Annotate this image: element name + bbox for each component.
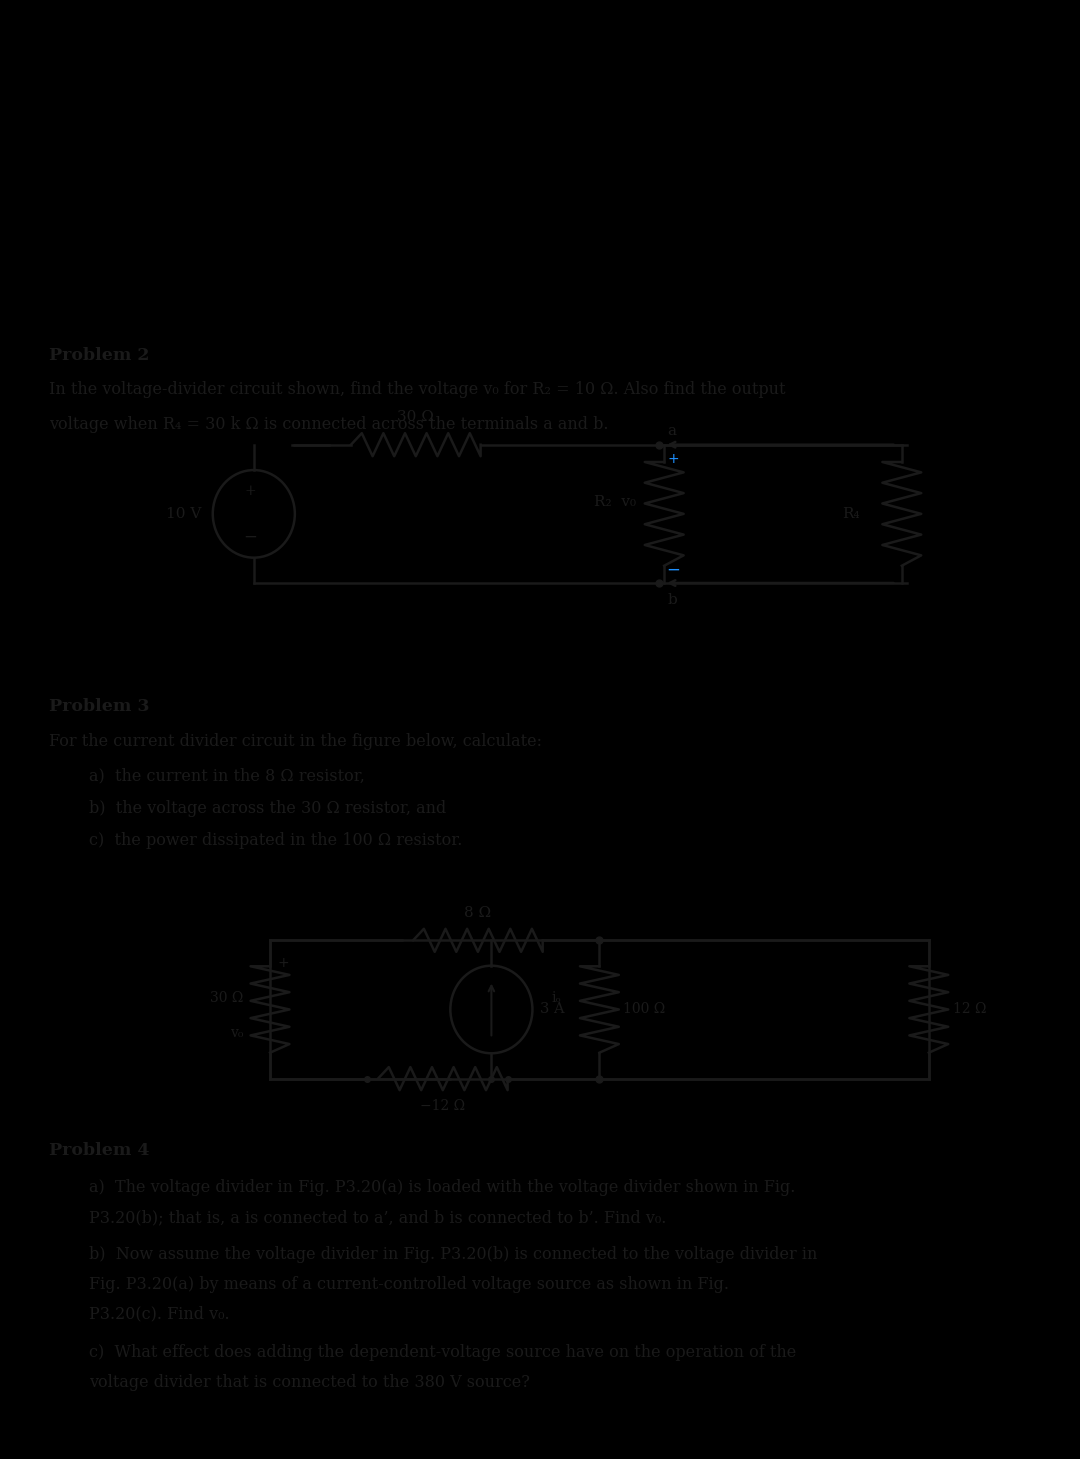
Text: For the current divider circuit in the figure below, calculate:: For the current divider circuit in the f… xyxy=(49,732,541,750)
Text: 10 V: 10 V xyxy=(166,506,201,521)
Text: iₒ: iₒ xyxy=(551,991,562,1005)
Text: −12 Ω: −12 Ω xyxy=(420,1100,465,1113)
Text: voltage when R₄ = 30 k Ω is connected across the terminals a and b.: voltage when R₄ = 30 k Ω is connected ac… xyxy=(49,416,608,433)
Text: Fig. P3.20(a) by means of a current-controlled voltage source as shown in Fig.: Fig. P3.20(a) by means of a current-cont… xyxy=(89,1275,729,1293)
Text: In the voltage-divider circuit shown, find the voltage v₀ for R₂ = 10 Ω. Also fi: In the voltage-divider circuit shown, fi… xyxy=(49,381,785,398)
Text: c)  the power dissipated in the 100 Ω resistor.: c) the power dissipated in the 100 Ω res… xyxy=(89,832,462,849)
Text: c)  What effect does adding the dependent-voltage source have on the operation o: c) What effect does adding the dependent… xyxy=(89,1344,796,1361)
Text: a)  The voltage divider in Fig. P3.20(a) is loaded with the voltage divider show: a) The voltage divider in Fig. P3.20(a) … xyxy=(89,1179,795,1196)
Text: +: + xyxy=(278,957,288,970)
Text: Problem 3: Problem 3 xyxy=(49,699,149,715)
Text: a)  the current in the 8 Ω resistor,: a) the current in the 8 Ω resistor, xyxy=(89,767,364,785)
Text: −: − xyxy=(666,560,679,578)
Text: voltage divider that is connected to the 380 V source?: voltage divider that is connected to the… xyxy=(89,1374,529,1390)
Text: 30 Ω: 30 Ω xyxy=(210,991,243,1005)
Text: P3.20(c). Find v₀.: P3.20(c). Find v₀. xyxy=(89,1306,229,1323)
Text: 100 Ω: 100 Ω xyxy=(623,1002,665,1017)
Text: 12 Ω: 12 Ω xyxy=(953,1002,986,1017)
Text: R₄: R₄ xyxy=(842,506,860,521)
Text: R₂  v₀: R₂ v₀ xyxy=(594,496,636,509)
Text: Problem 4: Problem 4 xyxy=(49,1142,149,1158)
Text: b)  the voltage across the 30 Ω resistor, and: b) the voltage across the 30 Ω resistor,… xyxy=(89,800,446,817)
Text: −: − xyxy=(244,528,257,546)
Text: 3 A: 3 A xyxy=(540,1002,565,1017)
Text: +: + xyxy=(667,451,678,465)
Text: Problem 2: Problem 2 xyxy=(49,347,149,363)
Text: a: a xyxy=(667,425,676,439)
Text: P3.20(b); that is, a is connected to a’, and b is connected to b’. Find v₀.: P3.20(b); that is, a is connected to a’,… xyxy=(89,1210,666,1226)
Text: 8 Ω: 8 Ω xyxy=(464,906,491,919)
Text: 30 Ω: 30 Ω xyxy=(397,410,434,425)
Text: b)  Now assume the voltage divider in Fig. P3.20(b) is connected to the voltage : b) Now assume the voltage divider in Fig… xyxy=(89,1246,816,1263)
Text: v₀: v₀ xyxy=(230,1026,243,1039)
Text: b: b xyxy=(667,592,677,607)
Text: +: + xyxy=(245,484,256,498)
